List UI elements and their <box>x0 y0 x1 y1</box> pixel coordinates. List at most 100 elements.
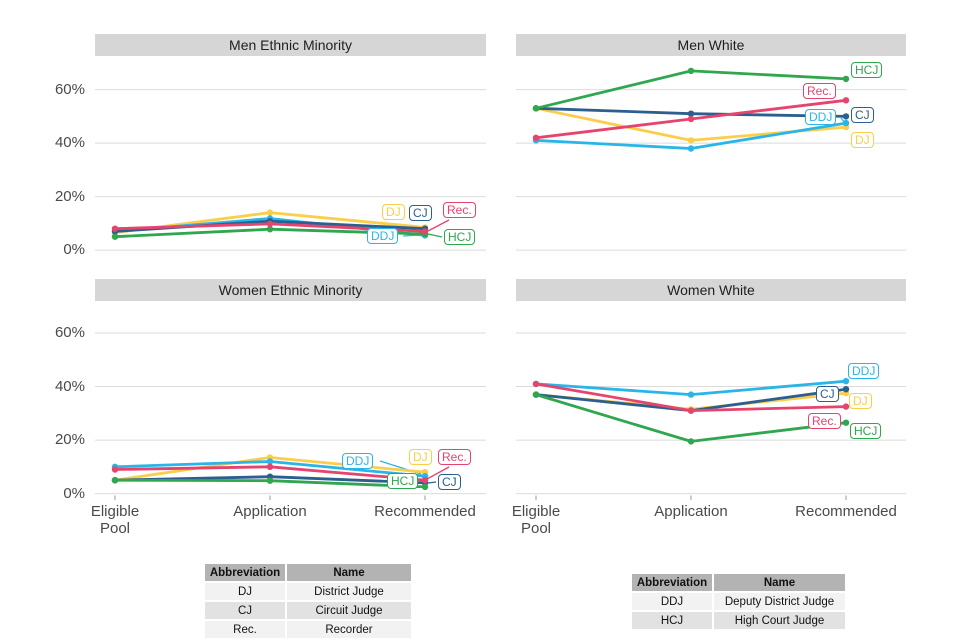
abbreviation-cell: CJ <box>205 602 285 619</box>
table-row: DJ District Judge <box>205 583 411 600</box>
y-tick-label: 20% <box>54 187 85 205</box>
series-label-Rec.: Rec. <box>803 83 836 99</box>
label-connector <box>427 219 450 232</box>
table-row: Rec. Recorder <box>205 621 411 638</box>
data-point-HCJ <box>421 483 429 491</box>
data-point-Rec. <box>421 477 429 484</box>
series-label-CJ: CJ <box>409 205 432 221</box>
legend-table-judges-right: Abbreviation Name DDJ Deputy District Jud… <box>630 572 847 631</box>
panel-women-white: Women White DDJ CJ DJ Rec. HCJ <box>516 279 906 500</box>
series-label-HCJ: HCJ <box>850 423 882 439</box>
data-point-HCJ <box>111 233 119 240</box>
abbreviation-table: Abbreviation Name DDJ Deputy District Jud… <box>630 572 847 631</box>
data-point-Rec. <box>842 97 850 104</box>
series-label-DJ: DJ <box>851 132 874 148</box>
data-point-Rec. <box>687 407 695 414</box>
plot-area <box>516 332 906 500</box>
plot-area <box>95 89 486 251</box>
panel-men-ethnic-minority: Men Ethnic Minority DJ CJ Rec. DDJ HCJ <box>95 34 486 268</box>
data-point-Rec. <box>266 220 274 228</box>
label-connector <box>427 481 437 484</box>
series-label-DJ: DJ <box>849 393 872 409</box>
x-tick-label: Application <box>233 503 307 520</box>
series-label-DDJ: DDJ <box>342 453 374 469</box>
legend-table-judges-left: Abbreviation Name DJ District Judge CJ Circ… <box>203 562 413 640</box>
y-tick-label: 40% <box>54 134 85 152</box>
data-point-DDJ <box>687 391 695 398</box>
y-tick-label: 60% <box>54 80 85 98</box>
x-tick-label: Application <box>654 503 728 520</box>
x-tick-label: Eligible Pool <box>90 503 140 537</box>
series-label-DDJ: DDJ <box>367 228 399 244</box>
name-cell: High Court Judge <box>714 612 845 629</box>
name-cell: District Judge <box>287 583 411 600</box>
plot-area <box>516 67 906 251</box>
data-point-DDJ <box>687 145 695 152</box>
data-point-Rec. <box>532 380 540 388</box>
series-label-DDJ: DDJ <box>848 363 880 379</box>
data-point-HCJ <box>111 477 119 484</box>
series-label-Rec.: Rec. <box>438 449 471 465</box>
col-header-abbreviation: Abbreviation <box>205 564 285 581</box>
series-label-CJ: CJ <box>816 386 839 402</box>
data-point-DDJ <box>266 458 274 465</box>
name-cell: Deputy District Judge <box>714 593 845 610</box>
series-label-HCJ: HCJ <box>444 229 476 245</box>
y-tick-label: 40% <box>54 377 85 395</box>
table-row: DDJ Deputy District Judge <box>632 593 845 610</box>
abbreviation-cell: Rec. <box>205 621 285 638</box>
series-label-DJ: DJ <box>382 204 405 220</box>
y-tick-label: 20% <box>54 431 85 449</box>
data-point-Rec. <box>421 228 429 235</box>
data-point-Rec. <box>687 115 695 123</box>
panel-men-white: Men White HCJ Rec. CJ DDJ DJ <box>516 34 906 268</box>
data-point-HCJ <box>842 419 850 426</box>
panel-title: Men Ethnic Minority <box>95 34 486 56</box>
data-point-Rec. <box>842 403 850 410</box>
data-point-HCJ <box>532 391 540 398</box>
data-point-Rec. <box>532 134 540 141</box>
plot-area <box>95 332 486 500</box>
abbreviation-cell: DJ <box>205 583 285 600</box>
name-cell: Circuit Judge <box>287 602 411 619</box>
label-connector <box>427 233 443 238</box>
table-row: CJ Circuit Judge <box>205 602 411 619</box>
series-label-CJ: CJ <box>438 474 461 490</box>
panel-title: Men White <box>516 34 906 56</box>
label-connector <box>426 466 450 480</box>
data-point-HCJ <box>266 226 274 233</box>
data-point-HCJ <box>687 438 695 445</box>
y-tick-label: 0% <box>63 241 85 259</box>
series-label-CJ: CJ <box>851 107 874 123</box>
series-label-DDJ: DDJ <box>805 109 837 125</box>
data-point-DJ <box>266 209 274 216</box>
data-point-Rec. <box>111 466 119 473</box>
data-point-DJ <box>687 137 695 144</box>
line-HCJ <box>534 393 848 443</box>
data-point-HCJ <box>532 105 540 112</box>
data-point-Rec. <box>266 463 274 470</box>
series-label-HCJ: HCJ <box>851 62 883 78</box>
panel-women-ethnic-minority: Women Ethnic Minority DDJ DJ Rec. HCJ CJ <box>95 279 486 500</box>
name-cell: Recorder <box>287 621 411 638</box>
col-header-abbreviation: Abbreviation <box>632 574 712 591</box>
abbreviation-cell: HCJ <box>632 612 712 629</box>
data-point-CJ <box>687 110 695 117</box>
data-point-HCJ <box>266 477 274 484</box>
panel-title: Women White <box>516 279 906 301</box>
abbreviation-cell: DDJ <box>632 593 712 610</box>
panel-title: Women Ethnic Minority <box>95 279 486 301</box>
series-label-Rec.: Rec. <box>808 413 841 429</box>
y-tick-label: 0% <box>63 484 85 502</box>
table-row: HCJ High Court Judge <box>632 612 845 629</box>
data-point-Rec. <box>111 225 119 232</box>
series-label-HCJ: HCJ <box>387 473 419 489</box>
series-label-DJ: DJ <box>409 449 432 465</box>
data-point-HCJ <box>687 67 695 75</box>
data-point-DDJ <box>842 378 850 385</box>
x-tick-label: Recommended <box>795 503 897 520</box>
data-point-HCJ <box>842 75 850 83</box>
col-header-name: Name <box>714 574 845 591</box>
col-header-name: Name <box>287 564 411 581</box>
